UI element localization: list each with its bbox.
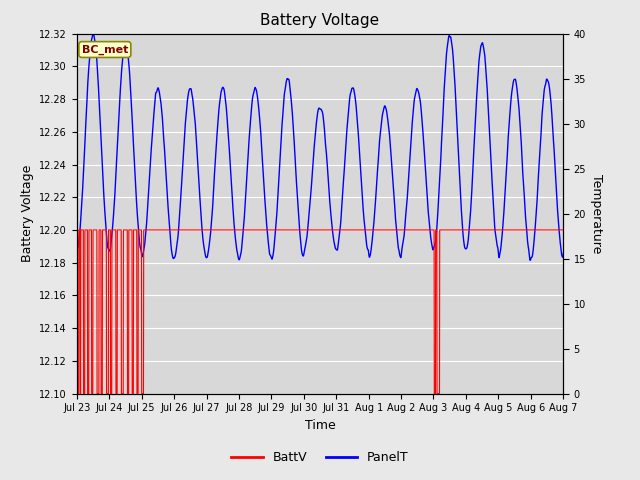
Y-axis label: Battery Voltage: Battery Voltage — [20, 165, 34, 262]
Text: BC_met: BC_met — [82, 44, 128, 55]
Legend: BattV, PanelT: BattV, PanelT — [227, 446, 413, 469]
X-axis label: Time: Time — [305, 419, 335, 432]
Y-axis label: Temperature: Temperature — [590, 174, 603, 253]
Title: Battery Voltage: Battery Voltage — [260, 13, 380, 28]
